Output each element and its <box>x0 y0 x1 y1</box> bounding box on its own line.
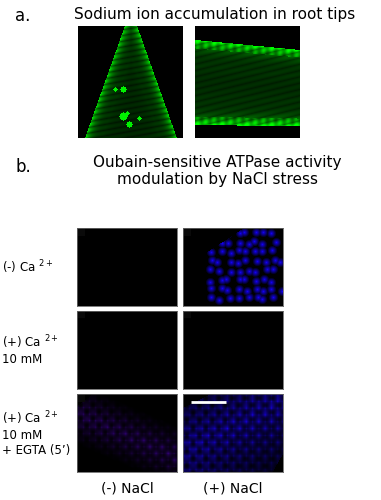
Text: b.: b. <box>15 158 31 176</box>
Text: (+) Ca $^{2+}$
10 mM
+ EGTA (5’): (+) Ca $^{2+}$ 10 mM + EGTA (5’) <box>2 409 70 457</box>
Text: (+) NaCl: (+) NaCl <box>203 482 263 496</box>
Text: (+) Ca $^{2+}$
10 mM: (+) Ca $^{2+}$ 10 mM <box>2 334 59 366</box>
Text: a.: a. <box>15 7 30 25</box>
Text: (-) Ca $^{2+}$: (-) Ca $^{2+}$ <box>2 258 53 276</box>
Text: Sodium ion accumulation in root tips: Sodium ion accumulation in root tips <box>74 7 355 22</box>
Text: Oubain-sensitive ATPase activity
modulation by NaCl stress: Oubain-sensitive ATPase activity modulat… <box>93 155 341 188</box>
Text: (-) NaCl: (-) NaCl <box>101 482 154 496</box>
